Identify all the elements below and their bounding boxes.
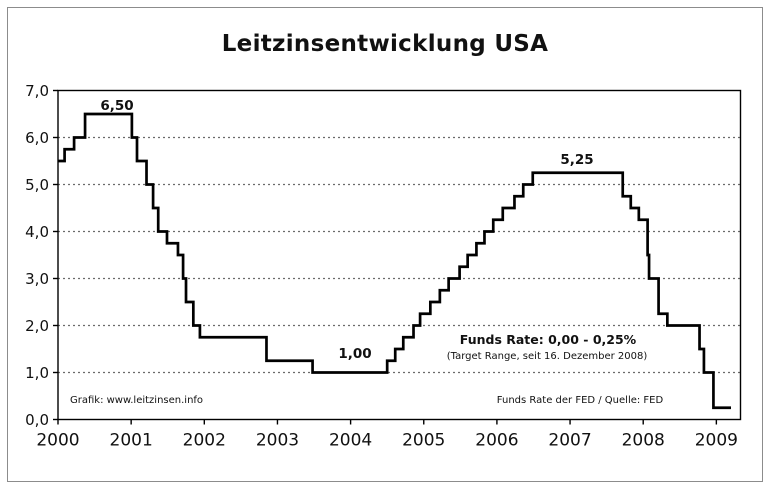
y-tick-label: 7,0 <box>25 82 49 100</box>
annotation-current-funds-rate: Funds Rate: 0,00 - 0,25% <box>459 332 637 347</box>
y-tick-label: 3,0 <box>25 270 49 288</box>
x-tick-label: 2007 <box>548 431 591 451</box>
x-tick-label: 2005 <box>402 431 445 451</box>
chart-title: Leitzinsentwicklung USA <box>221 31 549 57</box>
y-tick-label: 0,0 <box>25 411 49 429</box>
figure-frame <box>7 7 763 482</box>
x-tick-label: 2008 <box>622 431 665 451</box>
x-tick-label: 2002 <box>183 431 226 451</box>
plot-border <box>57 89 742 421</box>
x-tick-label: 2004 <box>329 431 372 451</box>
annotation-trough-2003-rate: 1,00 <box>338 346 372 362</box>
y-tick-label: 6,0 <box>25 129 49 147</box>
x-tick-label: 2000 <box>36 431 79 451</box>
y-tick-label: 4,0 <box>25 223 49 241</box>
annotation-peak-2000-rate: 6,50 <box>100 98 134 114</box>
y-tick-label: 1,0 <box>25 364 49 382</box>
chart-source: Funds Rate der FED / Quelle: FED <box>496 395 664 406</box>
chart-credit: Grafik: www.leitzinsen.info <box>70 395 204 406</box>
x-tick-label: 2003 <box>256 431 299 451</box>
funds-rate-line <box>58 112 731 410</box>
annotation-target-range-note: (Target Range, seit 16. Dezember 2008) <box>446 351 648 362</box>
x-tick-label: 2009 <box>695 431 738 451</box>
x-tick-label: 2006 <box>475 431 518 451</box>
annotation-peak-2006-rate: 5,25 <box>560 152 594 168</box>
y-tick-label: 5,0 <box>25 176 49 194</box>
y-tick-label: 2,0 <box>25 317 49 335</box>
x-tick-label: 2001 <box>110 431 153 451</box>
